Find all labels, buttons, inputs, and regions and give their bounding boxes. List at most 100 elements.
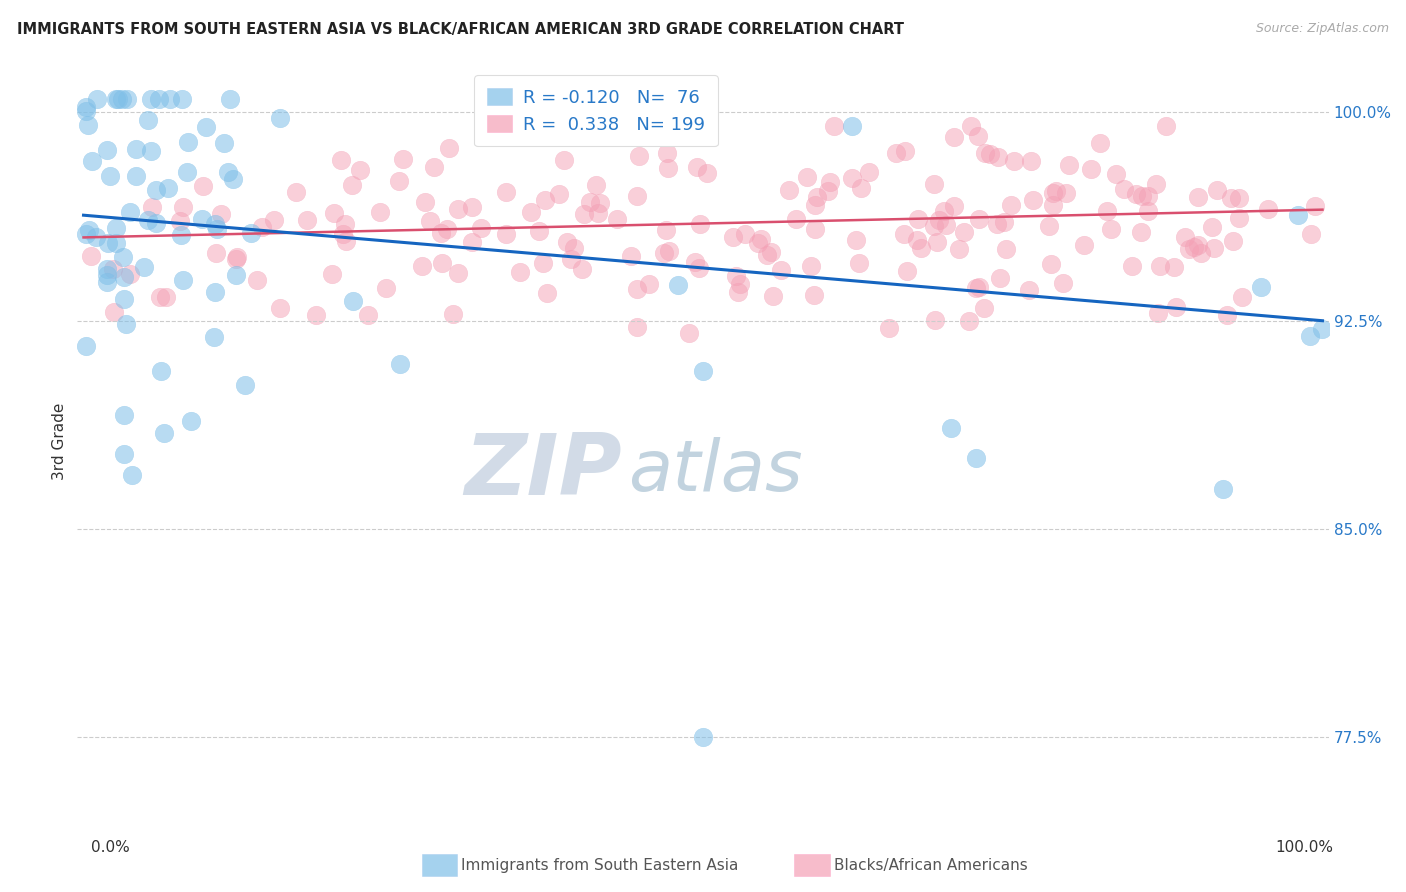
Point bbox=[531, 256, 554, 270]
Point bbox=[105, 91, 128, 105]
Point bbox=[1299, 329, 1322, 343]
Point bbox=[125, 169, 148, 183]
Point bbox=[1220, 191, 1243, 205]
Point bbox=[571, 261, 593, 276]
Point bbox=[233, 377, 256, 392]
Point bbox=[585, 178, 607, 192]
Point bbox=[391, 152, 413, 166]
Point bbox=[82, 154, 104, 169]
Point bbox=[928, 213, 950, 227]
Point bbox=[172, 200, 194, 214]
Point bbox=[225, 268, 247, 283]
Legend: R = -0.120   N=  76, R =  0.338   N= 199: R = -0.120 N= 76, R = 0.338 N= 199 bbox=[474, 75, 717, 146]
Point bbox=[1130, 189, 1153, 203]
Text: atlas: atlas bbox=[628, 437, 803, 507]
Point bbox=[368, 205, 391, 219]
Point bbox=[204, 217, 226, 231]
Point bbox=[666, 278, 689, 293]
Point bbox=[349, 162, 371, 177]
Point bbox=[1045, 184, 1067, 198]
Point bbox=[907, 212, 929, 227]
Point bbox=[1301, 227, 1323, 241]
Point bbox=[1125, 186, 1147, 201]
Point bbox=[627, 120, 650, 134]
Point bbox=[1149, 259, 1171, 273]
Point bbox=[149, 364, 172, 378]
Point bbox=[136, 113, 159, 128]
Point bbox=[149, 290, 172, 304]
Point bbox=[176, 164, 198, 178]
Point bbox=[1073, 238, 1095, 252]
Text: ZIP: ZIP bbox=[464, 430, 621, 514]
Point bbox=[934, 203, 956, 218]
Point bbox=[1121, 259, 1143, 273]
Point bbox=[993, 215, 1015, 229]
Point bbox=[529, 224, 551, 238]
Point bbox=[806, 190, 828, 204]
Point bbox=[803, 221, 825, 235]
Point bbox=[910, 241, 932, 255]
Point bbox=[430, 255, 453, 269]
Point bbox=[332, 227, 354, 241]
Point bbox=[112, 270, 135, 285]
Point bbox=[1130, 225, 1153, 239]
Point bbox=[1000, 198, 1022, 212]
Point bbox=[1216, 308, 1239, 322]
Point bbox=[1189, 246, 1212, 260]
Point bbox=[1204, 241, 1226, 255]
Point bbox=[848, 256, 870, 270]
Point bbox=[461, 235, 484, 249]
Point bbox=[333, 217, 356, 231]
Point bbox=[75, 104, 97, 119]
Point bbox=[447, 202, 470, 217]
Point bbox=[297, 213, 319, 227]
Point bbox=[1205, 183, 1227, 197]
Point bbox=[922, 177, 945, 191]
Point bbox=[727, 285, 749, 300]
Point bbox=[1286, 208, 1309, 222]
Point bbox=[553, 153, 575, 168]
Point bbox=[1090, 136, 1112, 150]
Point bbox=[894, 145, 917, 159]
Point bbox=[110, 91, 132, 105]
Point bbox=[800, 259, 823, 273]
Point bbox=[728, 277, 751, 292]
Point bbox=[1002, 154, 1025, 169]
Point bbox=[342, 294, 364, 309]
Point bbox=[1177, 243, 1199, 257]
Point bbox=[626, 282, 648, 296]
Point bbox=[180, 414, 202, 428]
Point bbox=[967, 212, 990, 227]
Point bbox=[460, 201, 482, 215]
Point bbox=[98, 169, 121, 183]
Point bbox=[620, 249, 643, 263]
Point bbox=[125, 142, 148, 156]
Point bbox=[858, 165, 880, 179]
Point bbox=[678, 326, 700, 340]
Point bbox=[374, 281, 396, 295]
Point bbox=[1222, 234, 1244, 248]
Text: Blacks/African Americans: Blacks/African Americans bbox=[834, 858, 1028, 872]
Point bbox=[80, 249, 103, 263]
Text: 0.0%: 0.0% bbox=[91, 840, 131, 855]
Point bbox=[340, 178, 363, 192]
Point bbox=[893, 227, 915, 241]
Point bbox=[579, 194, 602, 209]
Point bbox=[1303, 199, 1326, 213]
Point bbox=[548, 187, 571, 202]
Point bbox=[979, 147, 1001, 161]
Point bbox=[1144, 178, 1167, 192]
Point bbox=[422, 160, 444, 174]
Point bbox=[841, 171, 863, 186]
Point bbox=[305, 308, 328, 322]
Point bbox=[1201, 220, 1223, 235]
Point bbox=[803, 287, 825, 301]
Point bbox=[1054, 186, 1077, 200]
Point bbox=[637, 277, 659, 291]
Y-axis label: 3rd Grade: 3rd Grade bbox=[52, 403, 67, 480]
Point bbox=[734, 227, 756, 242]
Point bbox=[626, 189, 648, 203]
Point bbox=[177, 135, 200, 149]
Point bbox=[967, 280, 990, 294]
Point bbox=[155, 290, 177, 304]
